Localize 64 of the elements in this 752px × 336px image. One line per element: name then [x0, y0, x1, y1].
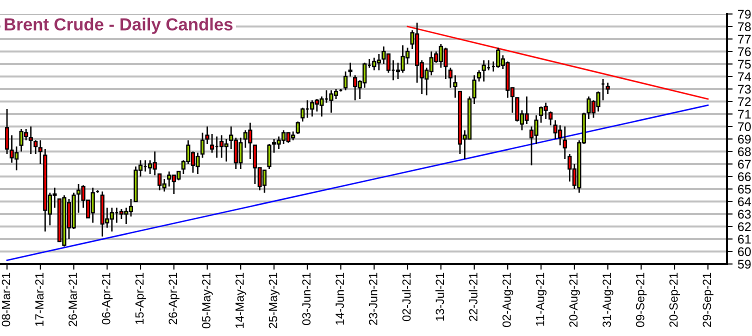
y-tick-label: 78: [738, 22, 751, 32]
x-tick-label: 29-Sep-21: [702, 272, 714, 327]
x-tick-label: 20-Aug-21: [569, 272, 580, 327]
candlestick: [28, 126, 33, 155]
candlestick: [453, 74, 458, 98]
x-tick-label: 08-Mar-21: [2, 272, 10, 326]
candlestick: [4, 108, 10, 155]
y-tick-label: 77: [738, 34, 751, 44]
candlestick: [477, 70, 482, 82]
x-tick-label: 23-Jun-21: [368, 272, 378, 325]
y-tick-label: 69: [738, 134, 751, 144]
x-tick-label: 22-Jul-21: [468, 272, 478, 321]
y-tick-label: 70: [738, 122, 751, 132]
y-tick-label: 75: [738, 60, 751, 69]
x-tick-label: 02-Aug-21: [502, 272, 514, 327]
y-tick-label: 60: [738, 247, 751, 256]
x-tick-label: 15-Apr-21: [135, 272, 146, 324]
x-tick-label: 06-Apr-21: [102, 272, 113, 324]
y-tick-label: 72: [738, 97, 751, 106]
candlestick: [482, 60, 486, 82]
y-tick-label: 62: [738, 222, 751, 232]
candlestick: [296, 120, 300, 135]
x-tick-label: 20-Sep-21: [669, 272, 680, 327]
candlestick: [200, 132, 205, 158]
y-tick-label: 79: [738, 10, 751, 19]
candlestick: [343, 70, 348, 91]
candlestick: [205, 126, 210, 145]
chart-title: Brent Crude - Daily Candles: [4, 18, 233, 34]
x-tick-label: 17-Mar-21: [35, 272, 44, 326]
x-tick-label: 02-Jul-21: [402, 272, 411, 322]
candlestick: [472, 74, 476, 105]
x-tick-label: 25-May-21: [268, 272, 280, 328]
x-tick-label: 05-May-21: [202, 272, 213, 328]
candlestick: [38, 140, 42, 165]
x-tick-label: 11-Aug-21: [536, 272, 547, 326]
x-tick-label: 03-Jun-21: [302, 272, 311, 326]
x-tick-label: 09-Sep-21: [636, 272, 647, 327]
x-tick-label: 14-Jun-21: [336, 272, 344, 325]
candlestick: [34, 140, 38, 155]
y-tick-label: 59: [738, 260, 751, 269]
candlestick: [300, 107, 305, 122]
y-tick-label: 64: [738, 197, 751, 206]
x-tick-label: 13-Jul-21: [435, 272, 444, 321]
y-tick-label: 71: [738, 110, 751, 119]
y-tick-label: 65: [738, 184, 751, 194]
y-tick-label: 63: [738, 210, 751, 219]
y-tick-label: 66: [738, 172, 751, 182]
candlestick: [267, 143, 272, 170]
x-tick-label: 26-Apr-21: [168, 272, 180, 324]
y-tick-label: 73: [738, 84, 751, 94]
x-tick-label: 31-Aug-21: [602, 272, 614, 328]
x-tick-label: 26-Mar-21: [68, 272, 77, 326]
y-tick-label: 67: [738, 160, 751, 169]
candlestick: [348, 62, 352, 78]
candlestick: [562, 126, 567, 160]
y-tick-label: 74: [738, 72, 751, 82]
y-tick-label: 68: [738, 147, 751, 156]
x-tick-label: 14-May-21: [235, 272, 246, 328]
candlestick: [548, 110, 553, 126]
candlestick: [210, 133, 214, 154]
y-tick-label: 76: [738, 47, 751, 56]
y-tick-label: 61: [738, 234, 751, 244]
candlestick: [606, 82, 610, 95]
candlestick: [448, 67, 453, 88]
